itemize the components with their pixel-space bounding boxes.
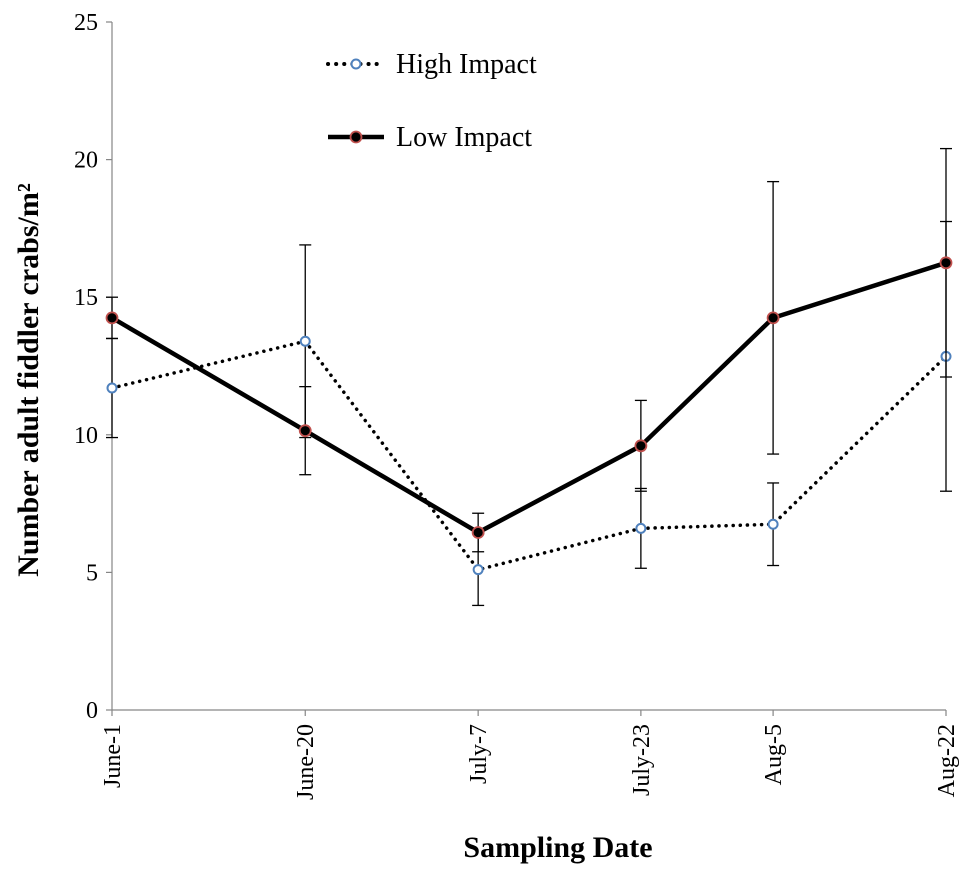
plot-area: 0 5 10 15 20 25 June-1 June-20 July-7 July-23 Aug… — [74, 10, 960, 800]
x-tick-label: July-23 — [629, 724, 655, 796]
x-tick-label: July-7 — [466, 724, 492, 784]
x-tick-label: Aug-22 — [934, 724, 960, 797]
series-high-impact — [106, 220, 952, 607]
x-axis-title: Sampling Date — [463, 831, 652, 864]
x-tick-label: Aug-5 — [761, 724, 787, 785]
legend-item-high-impact: High Impact — [326, 49, 537, 80]
data-point — [634, 439, 648, 453]
series-low-impact — [105, 147, 953, 553]
data-point — [939, 256, 953, 270]
data-point — [472, 564, 484, 576]
legend-label-high-impact: High Impact — [396, 49, 537, 80]
x-tick-label: June-20 — [293, 724, 319, 800]
series-layer — [105, 147, 953, 607]
data-point — [298, 424, 312, 438]
data-point — [299, 335, 311, 347]
legend-label-low-impact: Low Impact — [396, 122, 532, 153]
y-tick-label: 20 — [74, 148, 98, 174]
series-line — [110, 339, 948, 572]
data-point — [767, 518, 779, 530]
y-tick-label: 10 — [74, 423, 98, 449]
y-tick-label: 15 — [74, 285, 98, 311]
data-point — [766, 311, 780, 325]
data-point — [635, 522, 647, 534]
data-point — [106, 382, 118, 394]
x-tick-label: June-1 — [100, 724, 126, 788]
x-axis-ticks: June-1 June-20 July-7 July-23 Aug-5 Aug-22 — [100, 710, 960, 800]
data-point — [105, 311, 119, 325]
y-tick-label: 5 — [86, 560, 98, 586]
y-axis-title: Number adult fiddler crabs/m² — [12, 183, 45, 577]
legend-item-low-impact: Low Impact — [328, 122, 532, 153]
legend: High Impact Low Impact — [326, 49, 537, 153]
series-line — [110, 260, 947, 535]
y-tick-label: 25 — [74, 10, 98, 36]
y-tick-label: 0 — [86, 698, 98, 724]
data-point — [471, 526, 485, 539]
legend-marker-high-impact — [350, 58, 362, 70]
y-axis-ticks: 0 5 10 15 20 25 — [74, 10, 112, 724]
legend-marker-low-impact — [349, 130, 363, 144]
